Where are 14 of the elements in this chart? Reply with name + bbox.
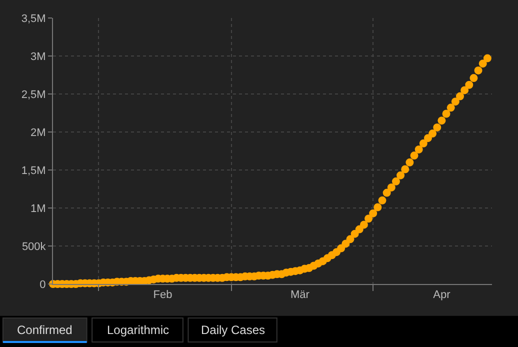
y-tick-label: 500k [22, 240, 46, 253]
x-tick-label: Mär [290, 289, 310, 302]
text: Daily Cases [201, 323, 266, 337]
y-tick-label: 1,5M [21, 164, 46, 177]
x-tick-label: Apr [433, 289, 451, 302]
y-tick-label: 2,5M [21, 88, 46, 101]
y-tick-label: 0 [40, 278, 46, 291]
y-tick-label: 1M [30, 202, 46, 215]
text: Logarithmic [107, 323, 170, 337]
y-tick-label: 3M [30, 50, 46, 63]
text: Confirmed [17, 323, 72, 337]
y-tick-label: 3,5M [21, 12, 46, 25]
y-tick-label: 2M [30, 126, 46, 139]
x-tick-label: Feb [153, 289, 172, 302]
